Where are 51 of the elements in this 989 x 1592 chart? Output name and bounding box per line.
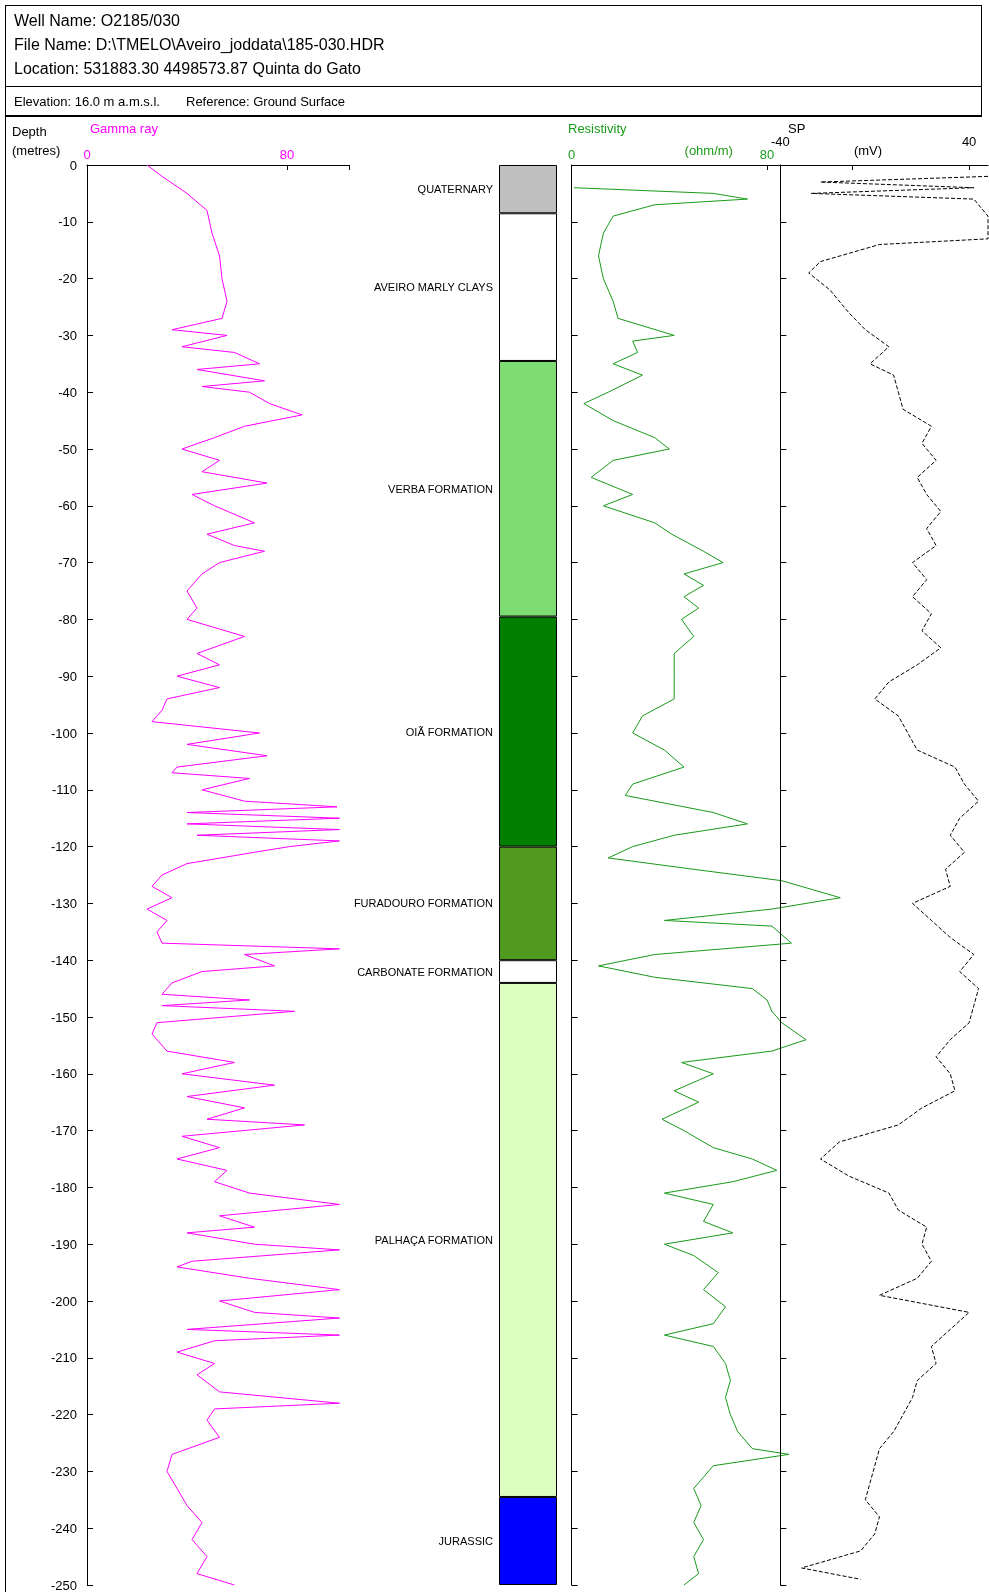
text: (mV) [853,143,883,158]
x-axis-title: Gamma ray [90,121,159,136]
text: (ohm/m) [684,143,733,158]
chart-title: Well Name: O2185/030 [14,12,181,30]
x-axis-title: SP [788,121,806,136]
y-tick-label: -50 [58,441,77,457]
y-tick-label: -240 [50,1520,77,1536]
y-tick-label: -210 [50,1350,77,1366]
y-tick-label: -80 [58,611,77,627]
series-label: FURADOURO FORMATION [353,897,494,910]
y-tick-label: -40 [58,384,77,400]
x-axis-title: Resistivity [568,121,628,136]
y-tick-label: -160 [50,1066,77,1082]
y-tick-label: -110 [51,782,77,798]
y-tick-label: -140 [50,952,77,968]
y-tick-label: -180 [50,1179,77,1195]
y-tick-label: -30 [58,327,77,343]
series-label: AVEIRO MARLY CLAYS [373,281,493,294]
y-axis-title: Depth (metres) [12,124,61,158]
y-tick-label: -10 [58,214,77,230]
y-tick-label: -220 [50,1407,77,1423]
y-tick-label: 0 [69,157,77,173]
line-series [146,164,340,1586]
y-tick-label: -170 [50,1123,77,1139]
y-tick-label: -20 [58,271,77,287]
y-tick-label: -230 [50,1463,77,1479]
text: Reference: Ground Surface [186,94,345,109]
series-label: JURASSIC [438,1534,494,1547]
y-tick-label: -60 [58,498,77,514]
y-tick-label: -120 [50,839,77,855]
series-label: VERBA FORMATION [388,482,494,495]
series-label: OIÃ FORMATION [405,725,494,738]
x-tick-label: 0 [83,147,91,162]
text: Elevation: 16.0 m a.m.s.l. [14,94,160,109]
y-tick-label: -70 [58,555,77,571]
text: Location: 531883.30 4498573.87 Quinta do Gato [14,60,361,78]
x-tick-label: 80 [759,147,775,162]
series-label: PALHAÇA FORMATION [374,1233,494,1246]
y-tick-label: -100 [50,725,77,741]
y-tick-label: -250 [50,1577,77,1592]
x-tick-label: 0 [568,147,576,162]
x-tick-label: 40 [961,134,977,149]
chart-subtitle: File Name: D:\TMELO\Aveiro_joddata\185-030.HDR [14,36,385,54]
y-tick-label: -130 [50,895,77,911]
y-tick-label: -190 [50,1236,77,1252]
y-tick-label: -200 [50,1293,77,1309]
series-label: CARBONATE FORMATION [357,965,494,978]
y-tick-label: -90 [58,668,77,684]
y-tick-label: -150 [50,1009,77,1025]
x-tick-label: 80 [279,147,295,162]
series-label: QUATERNARY [417,183,494,196]
